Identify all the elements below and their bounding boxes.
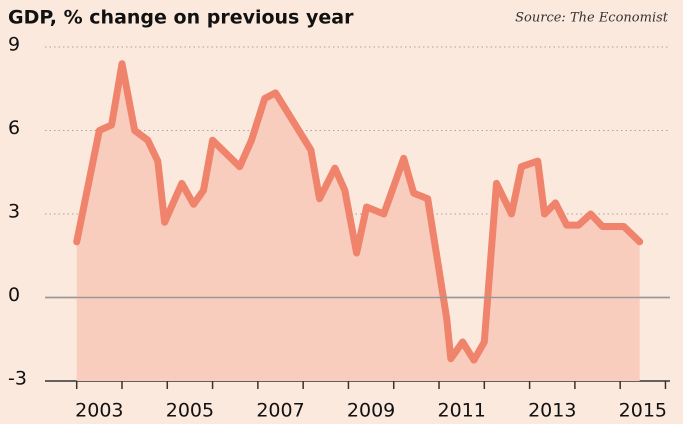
x-tick-label: 2013 — [528, 400, 576, 422]
y-tick-label: 0 — [8, 284, 20, 306]
x-tick-label: 2003 — [75, 400, 123, 422]
line — [73, 60, 644, 364]
chart-title: GDP, % change on previous year — [8, 7, 354, 29]
y-tick-label: 3 — [8, 201, 20, 223]
x-tick-label: 2007 — [256, 400, 304, 422]
x-tick-label: 2005 — [166, 400, 214, 422]
y-tick-label: 9 — [8, 34, 20, 56]
x-tick-label: 2015 — [619, 400, 667, 422]
y-tick-label: -3 — [8, 368, 27, 390]
x-tick-label: 2009 — [347, 400, 395, 422]
y-tick-label: 6 — [8, 117, 20, 139]
source: Source: The Economist — [515, 11, 669, 26]
x-tick-label: 2011 — [437, 400, 485, 422]
area — [76, 63, 640, 381]
